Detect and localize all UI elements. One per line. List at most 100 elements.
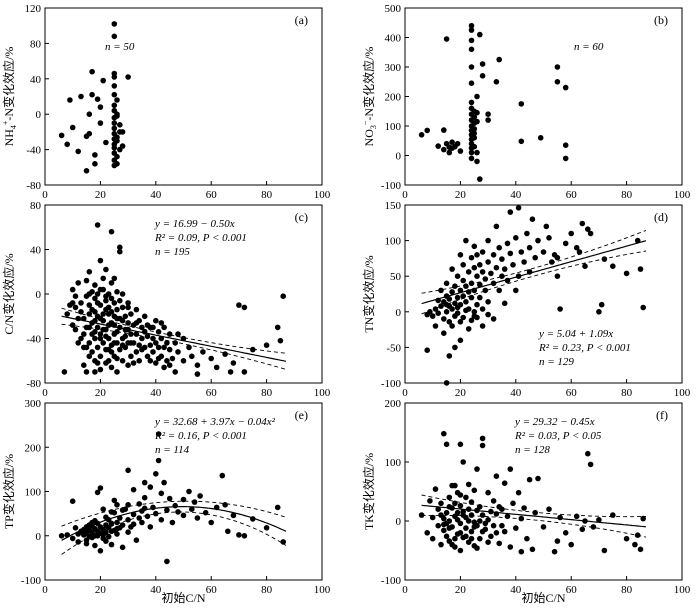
data-point xyxy=(180,335,187,342)
data-point xyxy=(468,80,475,86)
stat-annotation: y = 29.32 − 0.45x xyxy=(514,416,595,428)
data-point xyxy=(119,143,126,149)
data-point xyxy=(496,287,503,294)
data-point xyxy=(67,97,73,103)
data-point xyxy=(443,309,450,315)
y-tick-label: -100 xyxy=(381,180,402,192)
data-point xyxy=(114,355,120,362)
data-point xyxy=(114,289,120,295)
data-point xyxy=(72,293,79,300)
y-tick-label: -40 xyxy=(26,334,41,346)
x-tick-label: 100 xyxy=(674,387,691,399)
ci-upper-line xyxy=(61,500,287,527)
data-point xyxy=(117,324,123,331)
data-point xyxy=(468,155,475,162)
x-tick-label: 40 xyxy=(150,387,162,399)
data-point xyxy=(130,360,137,366)
x-axis-label-right: 初始C/N xyxy=(521,591,565,605)
data-point xyxy=(449,139,455,145)
data-point xyxy=(125,320,131,326)
data-point xyxy=(424,530,431,536)
data-point xyxy=(114,153,120,160)
data-point xyxy=(443,280,450,287)
data-point xyxy=(499,522,505,529)
data-point xyxy=(485,299,491,305)
data-point xyxy=(111,275,118,282)
y-tick-label: 200 xyxy=(385,398,402,410)
data-point xyxy=(596,309,602,315)
data-point xyxy=(474,466,480,472)
data-point xyxy=(103,266,109,273)
data-point xyxy=(582,263,588,270)
data-point xyxy=(460,459,467,465)
data-point xyxy=(477,294,483,301)
data-point xyxy=(105,533,112,540)
data-point xyxy=(640,515,646,522)
data-point xyxy=(579,526,586,533)
data-point xyxy=(155,329,162,335)
data-point xyxy=(457,530,464,536)
data-point xyxy=(130,486,137,493)
data-point xyxy=(94,291,101,297)
data-point xyxy=(474,314,480,321)
stat-annotation: y = 5.04 + 1.09x xyxy=(538,328,613,340)
data-point xyxy=(465,506,472,512)
y-axis-label-sup: − xyxy=(361,120,370,125)
data-point xyxy=(479,249,486,255)
x-tick-label: 80 xyxy=(261,584,273,596)
data-point xyxy=(471,126,478,132)
data-point xyxy=(69,300,76,306)
data-point xyxy=(418,132,425,138)
data-point xyxy=(125,502,131,508)
data-point xyxy=(125,300,131,306)
data-point xyxy=(100,535,106,542)
data-point xyxy=(493,264,500,271)
data-point xyxy=(562,142,569,148)
data-point xyxy=(438,287,444,294)
panel-label: (d) xyxy=(654,210,668,224)
data-point xyxy=(97,485,104,491)
data-point xyxy=(100,275,106,282)
data-point xyxy=(501,528,508,535)
data-point xyxy=(108,280,115,286)
data-point xyxy=(471,287,478,294)
data-point xyxy=(634,532,641,538)
data-point xyxy=(86,522,93,528)
data-point xyxy=(225,528,231,535)
x-tick-label: 20 xyxy=(95,387,107,399)
fit-line xyxy=(61,315,287,362)
data-point xyxy=(61,369,68,375)
data-point xyxy=(89,534,95,541)
data-point xyxy=(441,330,447,337)
x-tick-label: 0 xyxy=(402,189,408,201)
data-point xyxy=(94,489,101,496)
data-point xyxy=(551,548,558,555)
data-point xyxy=(468,254,475,261)
data-point xyxy=(477,518,483,524)
data-point xyxy=(114,519,120,526)
x-tick-label: 0 xyxy=(42,189,48,201)
x-tick-label: 80 xyxy=(621,387,633,399)
data-point xyxy=(454,304,461,311)
data-point xyxy=(468,280,475,287)
data-point xyxy=(274,504,281,511)
data-point xyxy=(117,122,123,128)
data-point xyxy=(474,93,480,100)
data-point xyxy=(632,541,638,548)
data-point xyxy=(108,295,115,302)
stat-annotation: n = 60 xyxy=(574,41,604,53)
data-point xyxy=(576,249,583,255)
data-point xyxy=(449,323,455,329)
data-point xyxy=(474,109,480,116)
stat-annotation: R² = 0.23, P < 0.001 xyxy=(538,342,631,354)
data-point xyxy=(155,431,162,437)
data-point xyxy=(111,102,118,109)
data-point xyxy=(429,313,436,319)
data-point xyxy=(490,316,497,322)
data-point xyxy=(485,237,491,244)
data-point xyxy=(446,319,453,325)
data-point xyxy=(119,317,126,324)
data-point xyxy=(471,130,478,137)
data-point xyxy=(94,96,101,102)
y-axis-label-part: -N变化效应/% xyxy=(1,47,16,121)
